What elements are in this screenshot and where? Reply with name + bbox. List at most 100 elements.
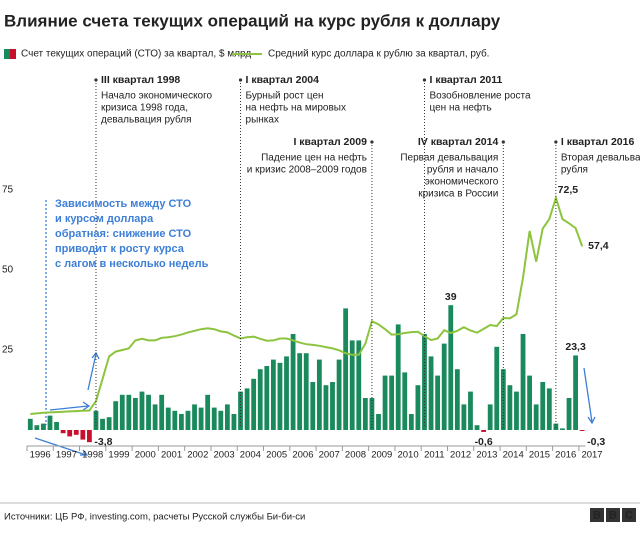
bar <box>106 417 112 430</box>
bar <box>205 394 211 430</box>
bar <box>369 398 375 430</box>
annotation-text: Бурный рост цен <box>246 91 324 102</box>
annotation-dot <box>501 140 505 144</box>
x-tick-label: 1998 <box>82 450 103 461</box>
bar <box>500 369 506 430</box>
bar <box>474 425 480 430</box>
x-tick-label: 2003 <box>214 450 235 461</box>
bar <box>244 388 250 430</box>
bar <box>73 430 79 435</box>
logo-letter: B <box>593 509 601 521</box>
bar <box>566 398 572 430</box>
annotation-text: Вторая девальвация <box>561 153 640 164</box>
chart-title: Влияние счета текущих операций на курс р… <box>4 11 501 30</box>
x-tick-label: 1996 <box>30 450 51 461</box>
bar <box>165 407 171 430</box>
annotation-text: на нефть на мировых <box>246 102 346 114</box>
bar <box>402 372 408 430</box>
value-label: -0,6 <box>475 436 493 448</box>
bar <box>514 391 519 430</box>
line <box>30 194 584 415</box>
logo-letter: B <box>609 509 617 521</box>
x-tick-label: 2011 <box>424 450 444 461</box>
bar <box>67 430 73 437</box>
x-tick-label: 1999 <box>108 450 129 461</box>
bar <box>87 430 92 443</box>
bar <box>34 425 40 430</box>
x-tick-label: 2015 <box>529 450 550 461</box>
bar <box>113 401 119 430</box>
x-tick-label: 2016 <box>555 450 576 461</box>
bar <box>297 353 303 430</box>
bar <box>231 414 237 430</box>
annotation-text: цен на нефть <box>429 102 491 114</box>
bar <box>211 407 217 430</box>
bar <box>41 423 46 430</box>
x-tick-label: 2010 <box>397 450 418 461</box>
annotation-text: Начало экономического <box>101 91 213 102</box>
note-text: приводит к росту курса <box>55 243 185 255</box>
annotation-text: экономического <box>425 177 499 188</box>
annotation-text: Падение цен на нефть <box>261 152 367 164</box>
bar <box>376 414 381 430</box>
annotation-text: девальвация рубля <box>101 114 192 126</box>
annotation-text: и кризис 2008–2009 годов <box>247 165 367 176</box>
bar <box>527 375 533 430</box>
note-text: с лагом в несколько недель <box>55 258 209 270</box>
bar <box>218 410 224 430</box>
value-label: 72,5 <box>558 184 579 196</box>
x-tick-label: 2007 <box>319 450 340 461</box>
annotation-text: рубля <box>561 164 588 176</box>
bar <box>133 398 138 430</box>
bar <box>60 430 66 434</box>
bar <box>277 362 283 430</box>
legend-label: Счет текущих операций (СТО) за квартал, … <box>21 49 251 60</box>
annotation-label: I квартал 2011 <box>429 74 502 86</box>
bar <box>54 422 59 430</box>
bar <box>290 334 296 430</box>
bar <box>395 324 401 430</box>
bar <box>303 353 309 430</box>
bar <box>454 369 460 430</box>
annotation-text: Первая девальвация <box>400 153 498 164</box>
bar <box>316 359 322 430</box>
bar <box>494 346 500 430</box>
logo-letter: C <box>625 509 633 521</box>
x-tick-label: 2001 <box>161 450 182 461</box>
bar <box>441 343 447 430</box>
x-tick-label: 2012 <box>450 450 471 461</box>
bar <box>553 423 559 430</box>
bar <box>389 375 395 430</box>
bar <box>323 385 329 430</box>
y-tick-label: 25 <box>2 345 14 356</box>
logo-box <box>606 508 620 522</box>
bar <box>80 430 86 440</box>
bar <box>448 305 454 430</box>
annotation-label: I квартал 2004 <box>246 74 320 86</box>
bar <box>428 356 434 430</box>
y-tick-label: 75 <box>2 185 14 196</box>
bar <box>224 404 230 430</box>
bar <box>284 356 289 430</box>
bar <box>251 378 257 430</box>
x-tick-label: 1997 <box>56 450 77 461</box>
source: Источники: ЦБ РФ, investing.com, расчеты… <box>4 512 305 523</box>
bar <box>270 359 276 430</box>
bar <box>343 308 349 430</box>
bar <box>100 418 105 430</box>
x-tick-label: 2002 <box>187 450 208 461</box>
annotation-dot <box>554 140 558 144</box>
bar <box>540 382 546 430</box>
bar <box>198 407 204 430</box>
x-tick-label: 2004 <box>240 450 261 461</box>
bar <box>362 398 368 430</box>
bar <box>178 414 184 430</box>
bar <box>152 404 158 430</box>
bar <box>487 404 493 430</box>
note-text: обратная: снижение СТО <box>55 228 192 240</box>
bar <box>310 382 316 430</box>
annotation-dot <box>238 78 243 82</box>
annotation-text: кризиса в России <box>418 189 498 200</box>
x-tick-label: 2014 <box>503 450 524 461</box>
bar <box>336 359 342 430</box>
